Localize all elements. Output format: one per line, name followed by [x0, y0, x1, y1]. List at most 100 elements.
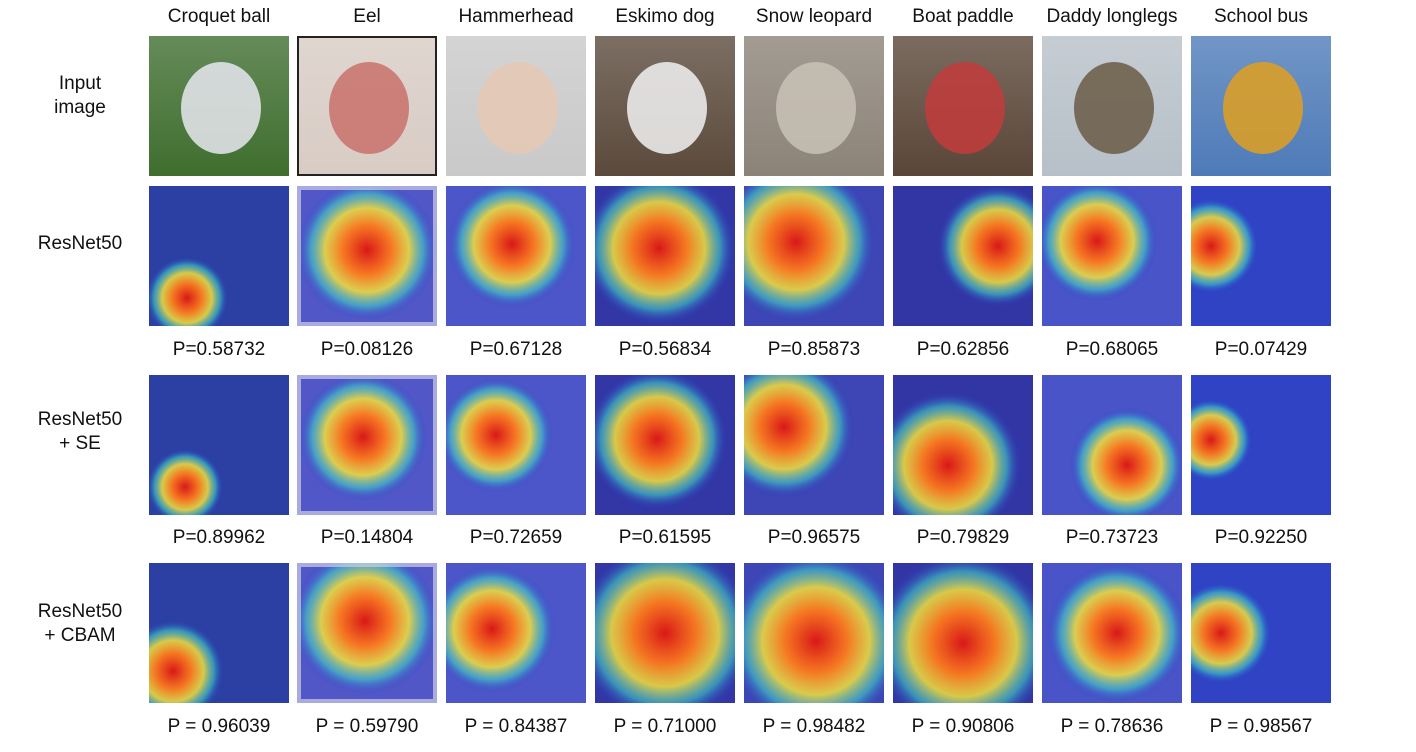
probability-label: P=0.14804 — [320, 527, 414, 548]
heatmap-hotspot — [893, 563, 1033, 703]
heatmap-hotspot — [448, 186, 576, 308]
row-label-line: Input — [58, 73, 102, 94]
probability-label: P=0.07429 — [1214, 339, 1308, 360]
input-image — [297, 36, 437, 176]
cell-graphic — [893, 36, 1033, 176]
probability-label: P=0.68065 — [1065, 339, 1159, 360]
attention-heatmap — [893, 186, 1033, 326]
attention-heatmap — [446, 563, 586, 703]
photo-subject — [181, 62, 261, 154]
attention-heatmap — [1042, 375, 1182, 515]
photo-subject — [627, 62, 707, 154]
heatmap-hotspot — [937, 186, 1033, 307]
probability-label: P = 0.84387 — [464, 716, 568, 737]
column-label: School bus — [1213, 6, 1308, 27]
heatmap-hotspot — [149, 448, 224, 515]
probability-label: P=0.73723 — [1065, 527, 1159, 548]
attention-heatmap — [297, 563, 437, 703]
probability-label: P = 0.96039 — [167, 716, 271, 737]
attention-heatmap — [1191, 186, 1331, 326]
heatmap-hotspot — [446, 565, 556, 693]
heatmap-hotspot — [297, 186, 437, 321]
row-label-line: + SE — [59, 433, 101, 454]
cell-graphic — [149, 186, 289, 326]
probability-label: P=0.96575 — [767, 527, 861, 548]
heatmap-hotspot — [446, 377, 554, 493]
attention-heatmap — [297, 186, 437, 326]
cell-graphic — [297, 36, 437, 176]
row-label-line: image — [54, 97, 106, 118]
photo-subject — [478, 62, 558, 154]
row-label-line: ResNet50 — [37, 601, 123, 622]
cell-graphic — [744, 375, 884, 515]
column-label: Hammerhead — [458, 6, 574, 27]
cell-graphic — [297, 186, 437, 326]
cell-graphic — [893, 186, 1033, 326]
attention-heatmap — [893, 375, 1033, 515]
probability-label: P=0.79829 — [916, 527, 1010, 548]
photo-subject — [1223, 62, 1303, 154]
input-image — [149, 36, 289, 176]
attention-heatmap — [297, 375, 437, 515]
cell-graphic — [446, 186, 586, 326]
heatmap-hotspot — [1042, 186, 1158, 302]
heatmap-hotspot — [893, 391, 1022, 515]
heatmap-hotspot — [149, 256, 229, 326]
input-image — [893, 36, 1033, 176]
cell-graphic — [893, 563, 1033, 703]
heatmap-hotspot — [595, 186, 735, 325]
input-image — [446, 36, 586, 176]
row-label-resnet50-cbam: ResNet50 + CBAM — [20, 600, 140, 648]
heatmap-hotspot — [1191, 398, 1253, 482]
cell-graphic — [595, 36, 735, 176]
heatmap-hotspot — [299, 375, 427, 501]
probability-label: P=0.58732 — [172, 339, 266, 360]
column-label: Eel — [353, 6, 381, 27]
photo-subject — [329, 62, 409, 154]
heatmap-hotspot — [1191, 581, 1273, 685]
heatmap-hotspot — [1191, 198, 1259, 294]
heatmap-hotspot — [1046, 563, 1182, 703]
cell-graphic — [297, 375, 437, 515]
cell-graphic — [149, 36, 289, 176]
cell-graphic — [446, 375, 586, 515]
cell-graphic — [744, 186, 884, 326]
attention-heatmap — [149, 563, 289, 703]
cell-graphic — [1042, 563, 1182, 703]
attention-heatmap — [595, 186, 735, 326]
heatmap-hotspot — [744, 186, 876, 322]
probability-label: P = 0.98482 — [762, 716, 866, 737]
probability-label: P = 0.59790 — [315, 716, 419, 737]
probability-label: P=0.89962 — [172, 527, 266, 548]
cell-graphic — [1191, 36, 1331, 176]
cell-graphic — [446, 36, 586, 176]
cell-graphic — [595, 563, 735, 703]
cell-graphic — [297, 563, 437, 703]
cell-graphic — [446, 563, 586, 703]
heatmap-hotspot — [744, 563, 884, 703]
heatmap-hotspot — [1069, 407, 1182, 515]
attention-heatmap — [595, 563, 735, 703]
cell-graphic — [149, 563, 289, 703]
photo-subject — [925, 62, 1005, 154]
input-image — [595, 36, 735, 176]
probability-label: P = 0.90806 — [911, 716, 1015, 737]
row-label-line: ResNet50 — [37, 409, 123, 430]
input-image — [1042, 36, 1182, 176]
cell-graphic — [744, 36, 884, 176]
cell-graphic — [1191, 375, 1331, 515]
cell-graphic — [1191, 563, 1331, 703]
cell-graphic — [1042, 36, 1182, 176]
cell-graphic — [1042, 375, 1182, 515]
row-label-input: Input image — [20, 72, 140, 120]
input-image — [1191, 36, 1331, 176]
attention-heatmap — [1191, 563, 1331, 703]
row-label-line: + CBAM — [44, 625, 116, 646]
heatmap-hotspot — [744, 375, 855, 498]
probability-label: P=0.61595 — [618, 527, 712, 548]
attention-heatmap — [446, 186, 586, 326]
photo-subject — [1074, 62, 1154, 154]
probability-label: P = 0.78636 — [1060, 716, 1164, 737]
heatmap-hotspot — [149, 619, 225, 703]
photo-subject — [776, 62, 856, 154]
